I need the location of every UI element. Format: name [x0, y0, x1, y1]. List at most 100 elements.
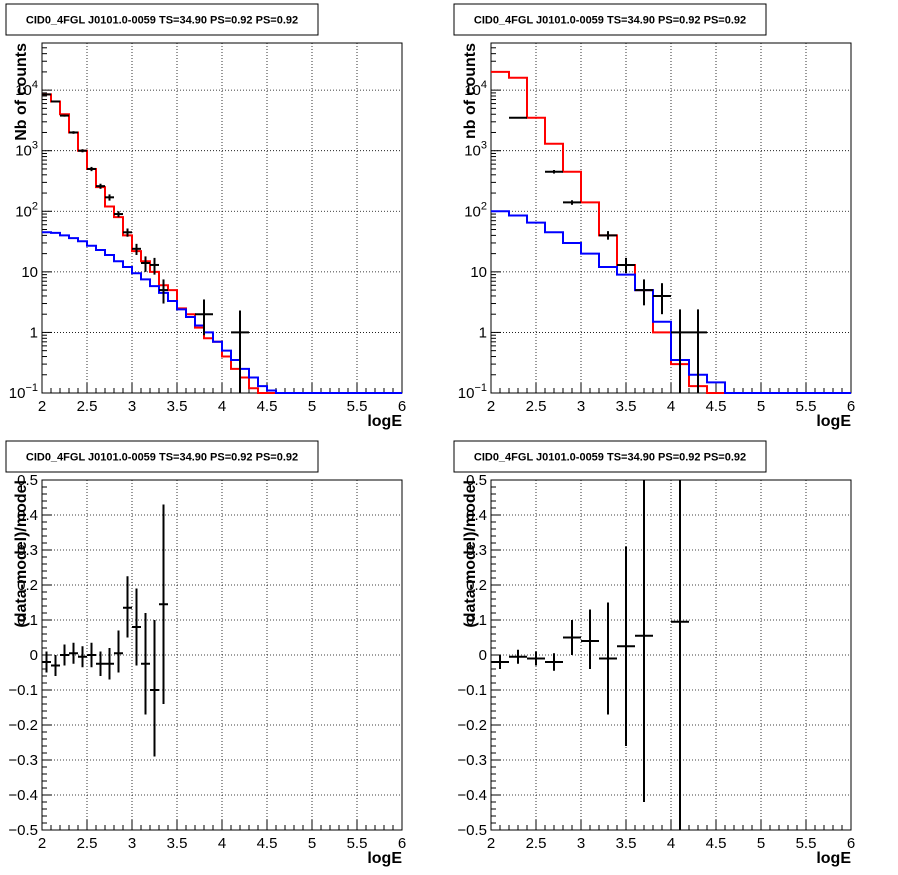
y-tick-base: 10 [464, 203, 481, 220]
y-tick-label: 10 [470, 264, 487, 281]
y-tick-label: 0.4 [17, 507, 38, 524]
y-axis-title: Nb of counts [13, 43, 30, 141]
data-point [159, 504, 168, 704]
x-tick-label: 2 [38, 398, 46, 415]
x-tick-label: 4.5 [257, 835, 278, 852]
data-point [60, 114, 69, 117]
data-point [231, 310, 249, 393]
data-point [509, 649, 527, 664]
data-point [78, 149, 87, 153]
y-tick-label: 0.5 [17, 472, 38, 489]
x-tick-label: 2.5 [77, 398, 98, 415]
y-tick-label: 0.2 [17, 577, 38, 594]
data-point [527, 651, 545, 666]
data-point [141, 613, 150, 715]
y-tick-label: 10−1 [9, 382, 38, 402]
x-tick-label: 3 [128, 835, 136, 852]
y-tick-label: 10−1 [458, 382, 487, 402]
y-tick-label: 0.3 [466, 542, 487, 559]
x-tick-label: 5 [308, 398, 316, 415]
chart-title: CID0_4FGL J0101.0-0059 TS=34.90 PS=0.92 … [26, 452, 298, 464]
title-box [5, 440, 319, 473]
y-tick-label: −0.5 [457, 822, 487, 839]
y-tick-exponent: 4 [481, 79, 487, 91]
y-tick-label: −0.4 [457, 787, 487, 804]
chart-panel-1: 2 2.5 3 3.5 4 4.5 5 5.5 610−1110102103104logENb … [5, 3, 406, 430]
y-tick-base: 10 [458, 385, 475, 402]
x-tick-label: 5 [308, 835, 316, 852]
data-point [42, 93, 51, 96]
x-tick-label: 5 [757, 398, 765, 415]
data-point [51, 100, 60, 103]
data-point [635, 480, 653, 802]
x-axis-title: logE [816, 413, 851, 430]
y-tick-label: 104 [464, 79, 487, 99]
y-tick-label: 102 [464, 200, 487, 220]
y-tick-exponent: 3 [32, 140, 38, 152]
y-tick-label: −0.3 [457, 752, 487, 769]
y-tick-label: −0.2 [8, 717, 38, 734]
x-tick-label: 5.5 [796, 398, 817, 415]
y-tick-label: 0.4 [466, 507, 487, 524]
data-point [563, 620, 581, 655]
x-tick-label: 4.5 [706, 398, 727, 415]
data-point [545, 170, 563, 174]
data-point [105, 648, 114, 680]
y-tick-base: 10 [9, 385, 26, 402]
y-tick-label: −0.3 [8, 752, 38, 769]
data-point [132, 243, 141, 255]
y-tick-label: 0.2 [466, 577, 487, 594]
y-tick-exponent: −1 [474, 382, 487, 394]
title-box [453, 3, 767, 36]
data-point [114, 211, 123, 218]
data-point [96, 183, 105, 189]
data-point [599, 231, 617, 240]
x-axis-title: logE [816, 850, 851, 867]
x-tick-label: 4.5 [706, 835, 727, 852]
data-point [563, 200, 581, 205]
chart-panel-4: 2 2.5 3 3.5 4 4.5 5 5.5 6 −0.5 −0.4 −0.3 −0.2 −0.1 0 0.… [453, 440, 855, 867]
y-tick-label: 0.5 [466, 472, 487, 489]
model-source-histogram [42, 231, 402, 394]
y-tick-base: 10 [464, 82, 481, 99]
data-point [123, 576, 132, 638]
y-tick-label: 102 [15, 200, 38, 220]
x-tick-label: 3 [577, 835, 585, 852]
y-tick-label: 103 [15, 140, 38, 160]
x-tick-label: 6 [847, 398, 855, 415]
data-point [491, 655, 509, 669]
y-tick-exponent: 2 [32, 200, 38, 212]
y-tick-label: 1 [479, 324, 487, 341]
y-tick-label: 1 [30, 324, 38, 341]
y-tick-base: 10 [464, 143, 481, 160]
data-point [42, 651, 51, 673]
x-tick-label: 3.5 [616, 398, 637, 415]
data-point [150, 620, 159, 757]
data-point [69, 131, 78, 134]
x-tick-label: 2.5 [526, 398, 547, 415]
data-point [123, 228, 132, 237]
data-point [599, 602, 617, 715]
y-tick-label: 103 [464, 140, 487, 160]
y-tick-label: 0.1 [466, 612, 487, 629]
data-point [689, 309, 707, 393]
y-tick-exponent: −1 [25, 382, 38, 394]
data-point [105, 194, 114, 201]
data-point [114, 630, 123, 673]
x-tick-label: 3.5 [167, 835, 188, 852]
x-tick-label: 2.5 [526, 835, 547, 852]
y-tick-label: 104 [15, 79, 38, 99]
y-tick-base: 10 [15, 143, 32, 160]
chart-panel-2: 2 2.5 3 3.5 4 4.5 5 5.5 610−1110102103104logEnb … [453, 3, 855, 430]
x-tick-label: 3 [577, 398, 585, 415]
x-tick-label: 6 [398, 398, 406, 415]
x-tick-label: 3 [128, 398, 136, 415]
y-tick-label: −0.2 [457, 717, 487, 734]
y-tick-label: −0.1 [8, 682, 38, 699]
data-point [671, 480, 689, 830]
x-axis-title: logE [367, 413, 402, 430]
y-tick-label: −0.5 [8, 822, 38, 839]
chart-panel-3: 2 2.5 3 3.5 4 4.5 5 5.5 6 −0.5 −0.4 −0.3 −0.2 −0.1 0 0.… [5, 440, 406, 867]
data-point [617, 546, 635, 746]
